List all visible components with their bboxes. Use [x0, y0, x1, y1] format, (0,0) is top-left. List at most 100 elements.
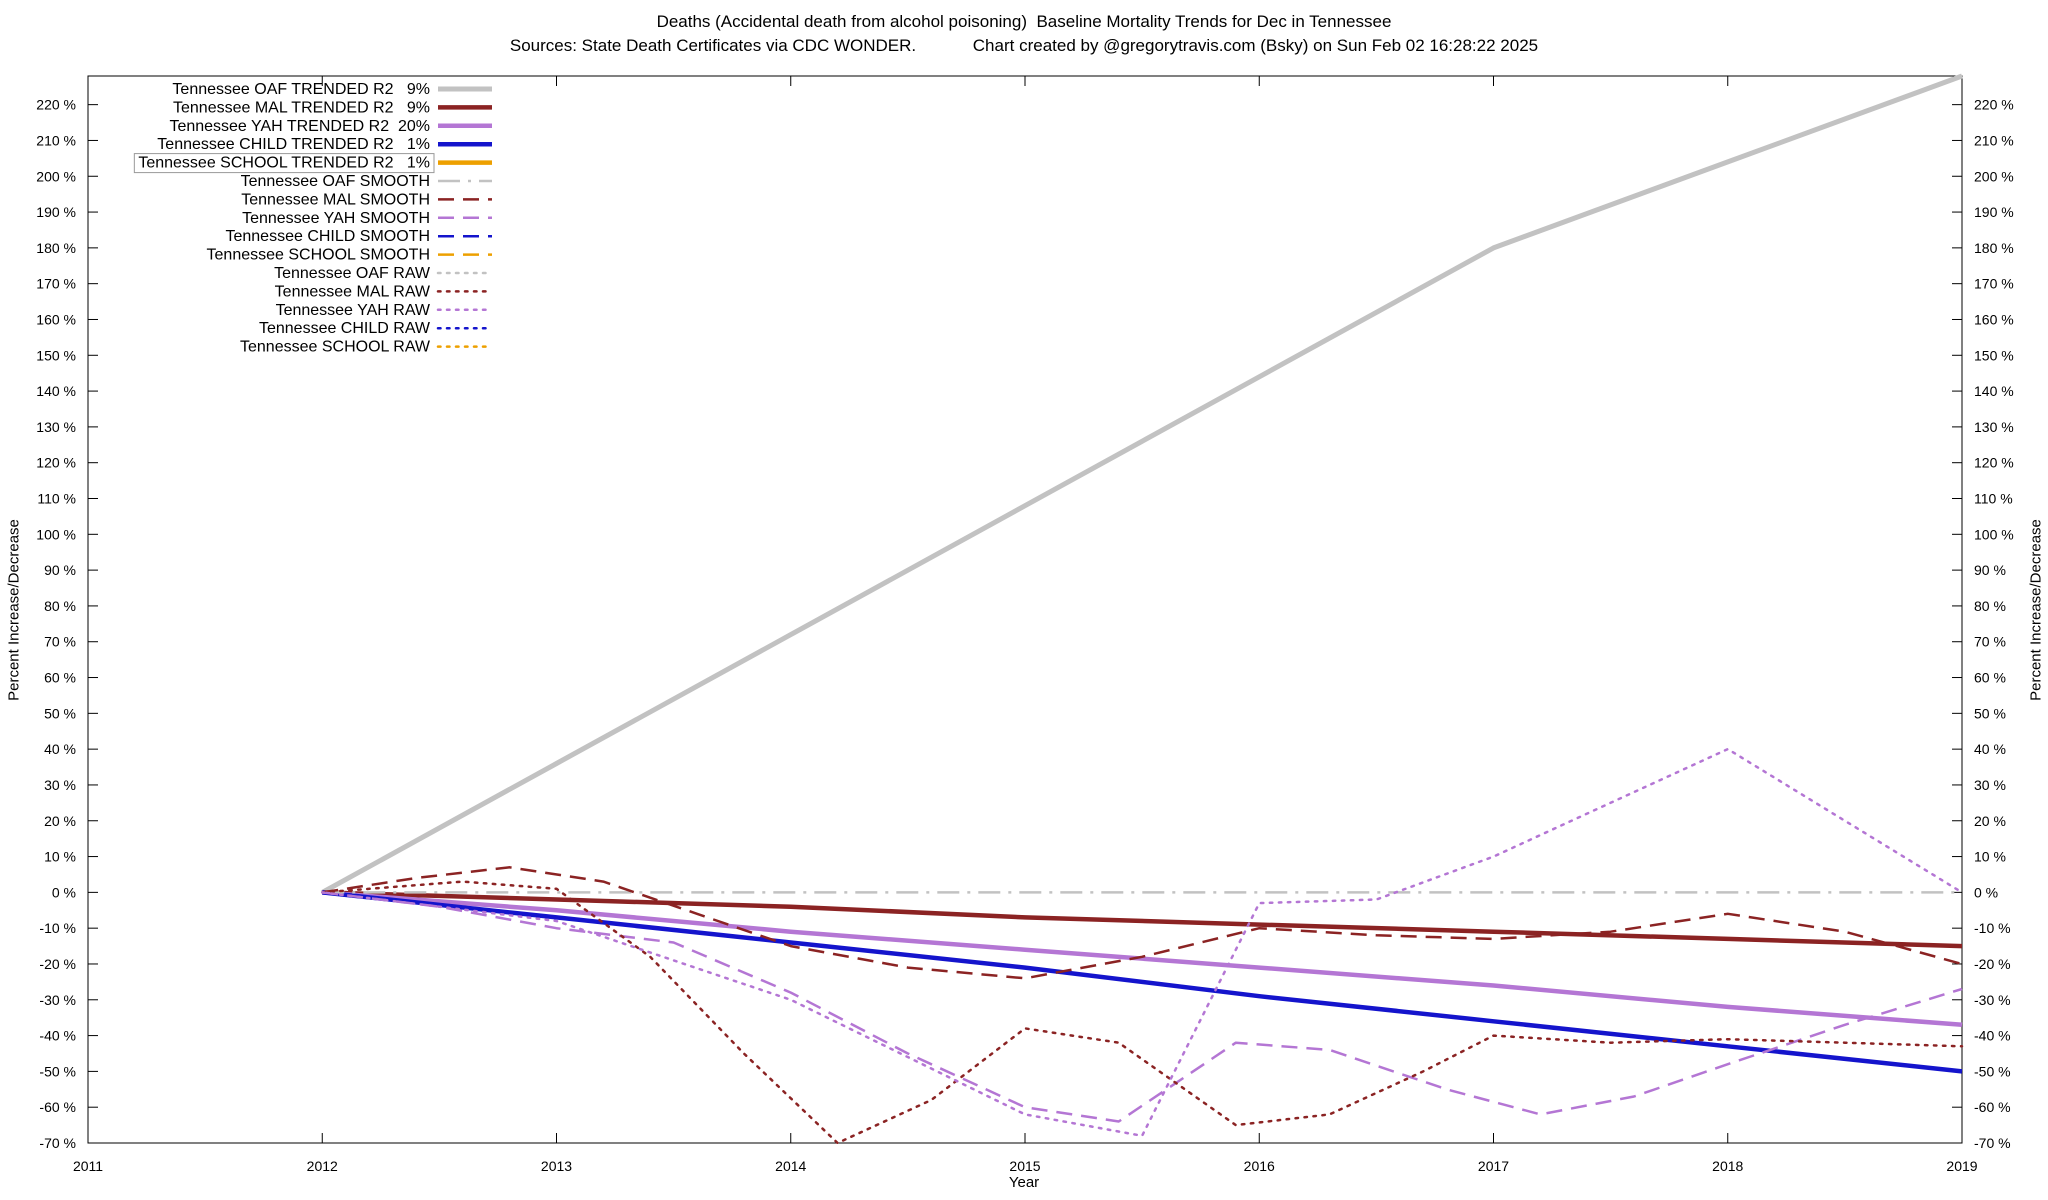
y-tick-label-left: 190 %	[36, 204, 76, 220]
y-tick-label-left: 70 %	[44, 634, 76, 650]
x-tick-label: 2019	[1946, 1158, 1977, 1174]
y-tick-label-left: 50 %	[44, 705, 76, 721]
y-tick-label-left: 140 %	[36, 383, 76, 399]
legend-item: Tennessee SCHOOL SMOOTH	[207, 247, 492, 264]
legend-item: Tennessee SCHOOL RAW	[240, 339, 494, 356]
legend-label: Tennessee SCHOOL RAW	[240, 339, 431, 356]
y-tick-label-left: 80 %	[44, 598, 76, 614]
series-yah-smooth	[322, 891, 1963, 1123]
y-tick-label-right: 180 %	[1974, 240, 2014, 256]
y-tick-label-left: 150 %	[36, 347, 76, 363]
y-tick-label-right: -40 %	[1974, 1028, 2011, 1044]
x-tick-label: 2013	[541, 1158, 572, 1174]
y-tick-label-left: -70 %	[39, 1135, 76, 1151]
legend-item: Tennessee SCHOOL TRENDED R2 1%	[133, 153, 492, 174]
series-mal-raw	[321, 880, 1964, 1145]
y-tick-label-right: 30 %	[1974, 777, 2006, 793]
legend-label: Tennessee CHILD RAW	[259, 320, 431, 337]
y-tick-label-right: 50 %	[1974, 705, 2006, 721]
y-tick-label-left: 100 %	[36, 526, 76, 542]
x-tick-label: 2018	[1712, 1158, 1743, 1174]
legend-item: Tennessee CHILD SMOOTH	[225, 228, 492, 245]
series-mal-trended	[322, 890, 1963, 949]
y-tick-label-right: 210 %	[1974, 132, 2014, 148]
x-tick-label: 2014	[775, 1158, 806, 1174]
legend-label: Tennessee OAF SMOOTH	[241, 173, 430, 190]
y-tick-label-left: 120 %	[36, 455, 76, 471]
x-tick-label: 2011	[73, 1158, 103, 1174]
legend-label: Tennessee YAH SMOOTH	[242, 210, 430, 227]
y-tick-label-right: 140 %	[1974, 383, 2014, 399]
legend-label: Tennessee CHILD TRENDED R2 1%	[157, 136, 430, 153]
legend-item: Tennessee OAF RAW	[274, 265, 494, 282]
y-tick-label-right: -10 %	[1974, 920, 2011, 936]
y-tick-label-left: 90 %	[44, 562, 76, 578]
series-yah-trended	[322, 890, 1963, 1028]
legend-item: Tennessee CHILD TRENDED R2 1%	[157, 136, 492, 153]
legend-item: Tennessee MAL RAW	[275, 283, 494, 300]
legend-label: Tennessee MAL TRENDED R2 9%	[173, 99, 430, 116]
y-tick-label-left: -60 %	[39, 1099, 76, 1115]
series-child-trended	[322, 890, 1963, 1074]
y-tick-label-right: 0 %	[1974, 884, 1998, 900]
y-tick-label-left: -10 %	[39, 920, 76, 936]
y-tick-label-left: 0 %	[52, 884, 76, 900]
legend-label: Tennessee CHILD SMOOTH	[225, 228, 430, 245]
y-tick-label-left: 130 %	[36, 419, 76, 435]
y-tick-label-right: 190 %	[1974, 204, 2014, 220]
x-tick-label: 2012	[307, 1158, 338, 1174]
legend-item: Tennessee OAF TRENDED R2 9%	[172, 81, 492, 98]
y-tick-label-right: 90 %	[1974, 562, 2006, 578]
y-tick-label-right: -20 %	[1974, 956, 2011, 972]
y-tick-label-left: 10 %	[44, 849, 76, 865]
y-tick-label-right: 160 %	[1974, 311, 2014, 327]
y-tick-label-left: -50 %	[39, 1063, 76, 1079]
y-tick-label-right: 130 %	[1974, 419, 2014, 435]
legend-label: Tennessee SCHOOL SMOOTH	[207, 247, 430, 264]
y-tick-label-right: 60 %	[1974, 670, 2006, 686]
legend-item: Tennessee OAF SMOOTH	[241, 173, 492, 190]
legend-item: Tennessee MAL SMOOTH	[241, 191, 492, 208]
y-tick-label-right: 100 %	[1974, 526, 2014, 542]
chart-title: Deaths (Accidental death from alcohol po…	[656, 12, 1392, 31]
x-axis-title: Year	[1008, 1174, 1040, 1191]
series-mal-smooth	[322, 866, 1963, 980]
y-tick-label-right: 120 %	[1974, 455, 2014, 471]
y-tick-label-right: -60 %	[1974, 1099, 2011, 1115]
legend-item: Tennessee YAH RAW	[276, 302, 494, 319]
y-tick-label-left: 30 %	[44, 777, 76, 793]
legend-label: Tennessee MAL SMOOTH	[241, 191, 430, 208]
series-oaf-trended	[321, 73, 1963, 895]
y-tick-label-right: -50 %	[1974, 1063, 2011, 1079]
y-tick-label-right: 170 %	[1974, 276, 2014, 292]
legend-label: Tennessee OAF RAW	[274, 265, 431, 282]
y-tick-label-left: -30 %	[39, 992, 76, 1008]
x-tick-label: 2017	[1478, 1158, 1509, 1174]
legend-item: Tennessee YAH TRENDED R2 20%	[169, 118, 492, 135]
y-tick-label-left: 180 %	[36, 240, 76, 256]
series-yah-raw	[321, 747, 1964, 1138]
y-tick-label-left: 110 %	[37, 491, 76, 507]
y-tick-label-right: 40 %	[1974, 741, 2006, 757]
y-tick-label-left: -40 %	[39, 1028, 76, 1044]
legend-label: Tennessee OAF TRENDED R2 9%	[172, 81, 430, 98]
y-tick-label-right: 20 %	[1974, 813, 2006, 829]
y-tick-label-right: 110 %	[1974, 491, 2013, 507]
y-tick-label-left: 220 %	[36, 97, 76, 113]
legend-item: Tennessee MAL TRENDED R2 9%	[173, 99, 492, 116]
y-tick-label-right: -30 %	[1974, 992, 2011, 1008]
y-tick-label-left: 40 %	[44, 741, 76, 757]
legend-item: Tennessee YAH SMOOTH	[242, 210, 492, 227]
y-tick-label-left: 170 %	[36, 276, 76, 292]
legend-label: Tennessee YAH RAW	[276, 302, 431, 319]
y-tick-label-right: 200 %	[1974, 168, 2014, 184]
y-tick-label-left: -20 %	[39, 956, 76, 972]
y-tick-label-left: 200 %	[36, 168, 76, 184]
legend: Tennessee OAF TRENDED R2 9%Tennessee MAL…	[133, 81, 494, 356]
legend-label: Tennessee SCHOOL TRENDED R2 1%	[138, 155, 430, 172]
y-tick-label-right: 150 %	[1974, 347, 2014, 363]
legend-highlight-box	[133, 153, 435, 174]
y-tick-label-right: 80 %	[1974, 598, 2006, 614]
